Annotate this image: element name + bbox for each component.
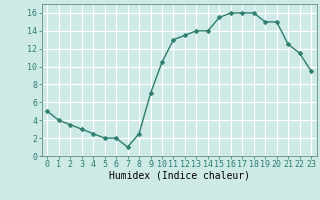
X-axis label: Humidex (Indice chaleur): Humidex (Indice chaleur) [109, 171, 250, 181]
